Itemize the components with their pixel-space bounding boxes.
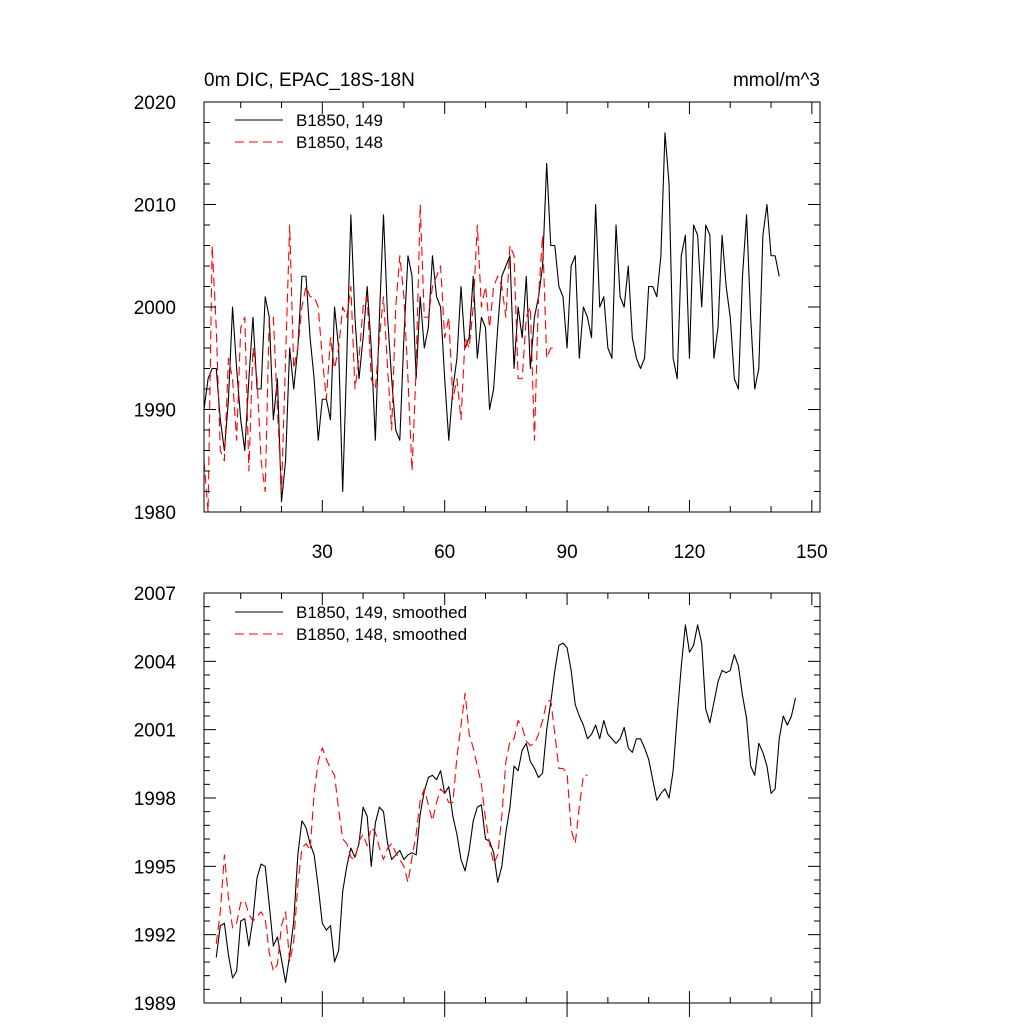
y-tick-label: 2000 — [134, 298, 176, 319]
y-tick-label: 1998 — [134, 789, 176, 810]
y-tick-label: 2020 — [134, 93, 176, 114]
y-tick-label: 1990 — [134, 401, 176, 422]
legend-bottom: B1850, 149, smoothed B1850, 148, smoothe… — [235, 603, 467, 644]
legend-label-149-smoothed: B1850, 149, smoothed — [296, 603, 467, 622]
x-tick-label: 60 — [434, 542, 455, 563]
series-lines-top — [203, 132, 780, 513]
series-line-1-0 — [215, 624, 797, 984]
x-tick-label: 150 — [796, 542, 828, 563]
units-label: mmol/m^3 — [733, 70, 820, 91]
chart-title: 0m DIC, EPAC_18S-18N — [204, 70, 415, 91]
legend-label-149: B1850, 149 — [296, 111, 383, 130]
series-lines-bottom — [215, 624, 797, 984]
legend-label-148: B1850, 148 — [296, 133, 383, 152]
series-line-1-1 — [215, 692, 588, 972]
legend-top: B1850, 149 B1850, 148 — [235, 111, 383, 152]
y-tick-label: 2010 — [134, 196, 176, 217]
top-chart: 0m DIC, EPAC_18S-18N mmol/m^3 30 60 90 120 1… — [134, 70, 828, 563]
axis-ticks-top: 30 60 90 120 150 1980 1990 2000 2010 2020 — [134, 93, 828, 563]
y-tick-label: 1995 — [134, 857, 176, 878]
y-tick-label: 2001 — [134, 721, 176, 742]
x-tick-label: 30 — [312, 542, 333, 563]
axis-ticks-bottom: 1989 1992 1995 1998 2001 2004 2007 — [134, 584, 820, 1017]
y-tick-label: 2004 — [134, 652, 177, 673]
bottom-chart: 1989 1992 1995 1998 2001 2004 2007 B1850, 149,… — [134, 584, 821, 1017]
y-tick-label: 1992 — [134, 926, 176, 947]
x-tick-label: 120 — [674, 542, 706, 563]
series-line-0-0 — [203, 132, 780, 503]
plot-frame-bottom — [203, 592, 821, 1004]
y-tick-label: 2007 — [134, 584, 176, 605]
x-tick-label: 90 — [557, 542, 578, 563]
series-line-0-1 — [203, 203, 555, 513]
y-tick-label: 1989 — [134, 994, 176, 1015]
y-tick-label: 1980 — [134, 503, 176, 524]
legend-label-148-smoothed: B1850, 148, smoothed — [296, 625, 467, 644]
